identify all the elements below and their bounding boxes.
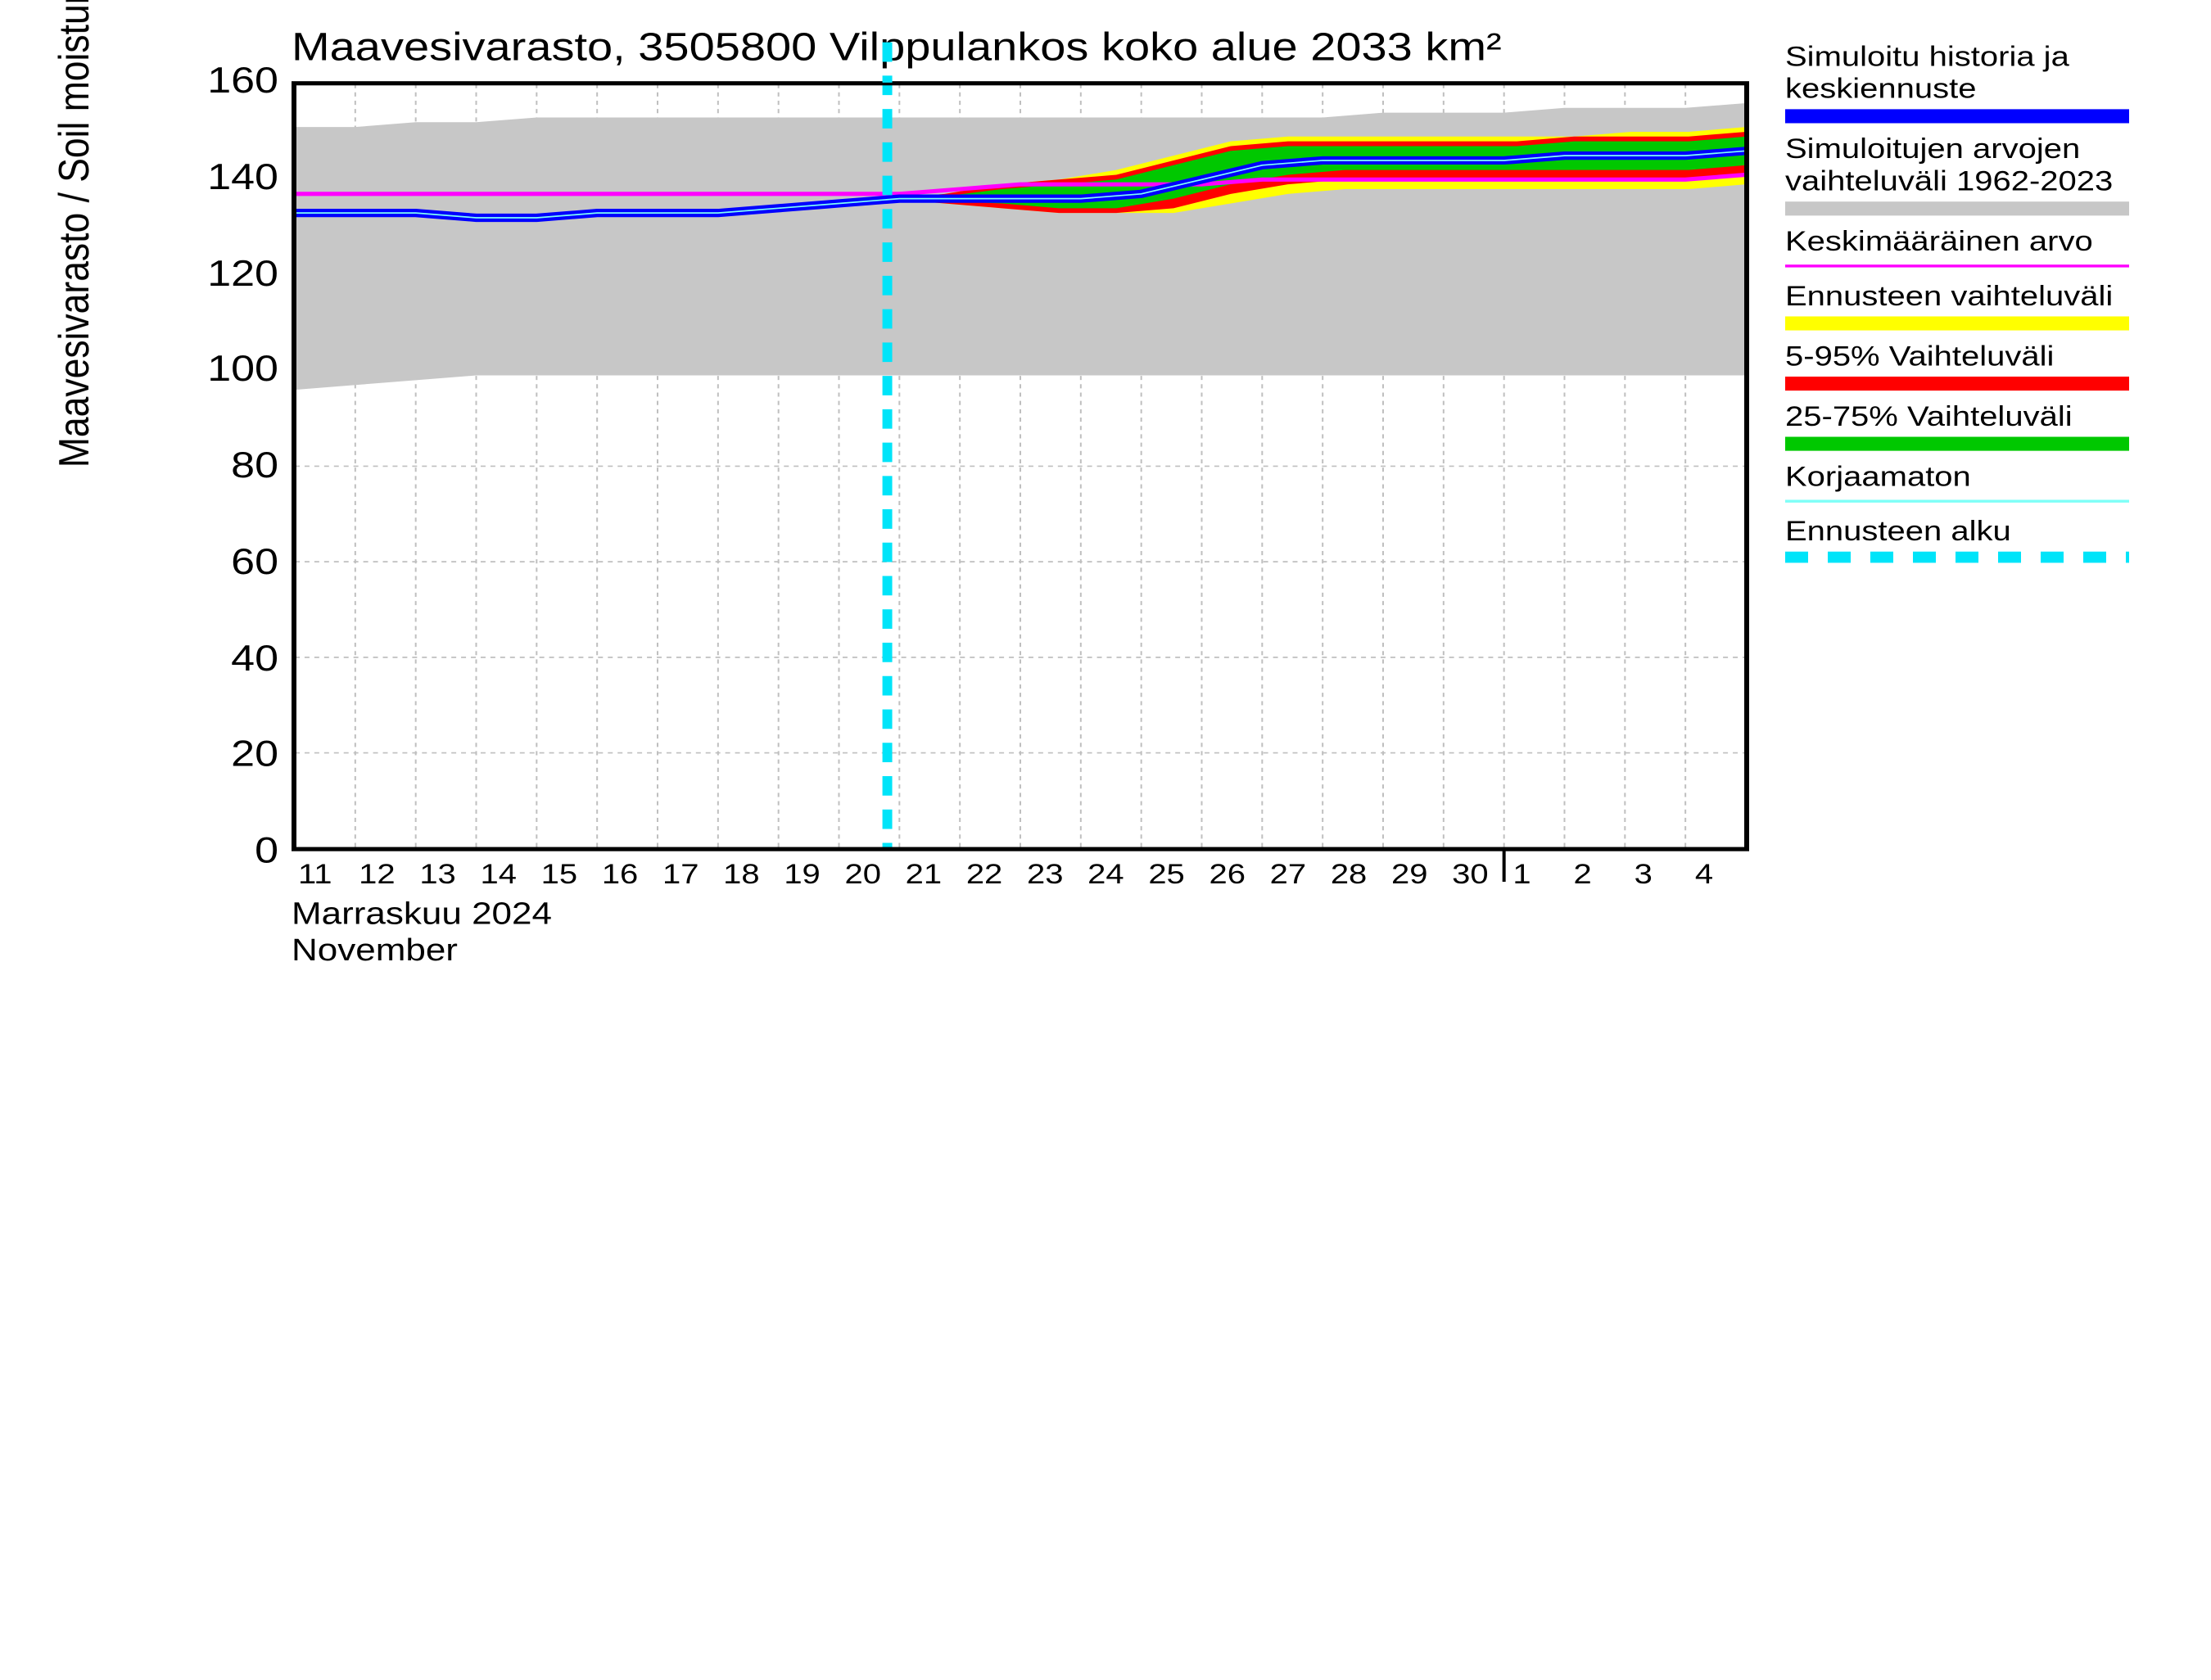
y-axis-label: Maavesivarasto / Soil moisture mm bbox=[49, 0, 100, 467]
legend-label: 25-75% Vaihteluväli bbox=[1785, 402, 2178, 434]
legend-item: Ennusteen vaihteluväli bbox=[1785, 282, 2178, 331]
legend-label: 5-95% Vaihteluväli bbox=[1785, 341, 2178, 373]
y-tick-label: 120 bbox=[207, 251, 278, 295]
legend-label: Simuloitu historia ja bbox=[1785, 42, 2178, 74]
x-tick-label: 30 bbox=[1452, 860, 1489, 892]
x-tick-label: 23 bbox=[1027, 860, 1064, 892]
legend-swatch bbox=[1785, 377, 2129, 391]
x-tick-label: 22 bbox=[966, 860, 1003, 892]
legend-item: Simuloitujen arvojenvaihteluväli 1962-20… bbox=[1785, 134, 2178, 215]
legend-label: Ennusteen vaihteluväli bbox=[1785, 282, 2178, 314]
x-tick-label: 15 bbox=[541, 860, 578, 892]
x-tick-label: 24 bbox=[1087, 860, 1124, 892]
legend-swatch bbox=[1785, 499, 2129, 502]
plot-area bbox=[292, 81, 1749, 851]
x-tick-label: 11 bbox=[298, 860, 332, 892]
y-tick-label: 0 bbox=[255, 829, 278, 872]
legend-label: vaihteluväli 1962-2023 bbox=[1785, 166, 2178, 198]
x-tick-label: 21 bbox=[906, 860, 943, 892]
x-tick-label: 27 bbox=[1270, 860, 1307, 892]
y-tick-label: 140 bbox=[207, 155, 278, 198]
x-tick-label: 16 bbox=[602, 860, 639, 892]
legend: Simuloitu historia jakeskiennusteSimuloi… bbox=[1785, 42, 2178, 574]
soil-moisture-chart: Maavesivarasto, 3505800 Vilppulankos kok… bbox=[0, 0, 2211, 1680]
legend-item: Korjaamaton bbox=[1785, 462, 2178, 503]
legend-item: Ennusteen alku bbox=[1785, 517, 2178, 562]
legend-item: Keskimääräinen arvo bbox=[1785, 227, 2178, 268]
legend-swatch bbox=[1785, 437, 2129, 451]
legend-swatch bbox=[1785, 316, 2129, 330]
x-month-label-fi: Marraskuu 2024 bbox=[292, 896, 552, 932]
x-tick-label: 28 bbox=[1331, 860, 1368, 892]
x-tick-label: 3 bbox=[1635, 860, 1653, 892]
y-tick-label: 100 bbox=[207, 348, 278, 391]
legend-label: Keskimääräinen arvo bbox=[1785, 227, 2178, 259]
legend-item: Simuloitu historia jakeskiennuste bbox=[1785, 42, 2178, 123]
legend-swatch bbox=[1785, 552, 2129, 563]
legend-item: 25-75% Vaihteluväli bbox=[1785, 402, 2178, 451]
y-tick-label: 40 bbox=[231, 636, 278, 680]
legend-swatch bbox=[1785, 109, 2129, 123]
x-tick-label: 12 bbox=[359, 860, 396, 892]
x-tick-label: 20 bbox=[845, 860, 882, 892]
legend-label: Ennusteen alku bbox=[1785, 517, 2178, 549]
y-tick-label: 20 bbox=[231, 733, 278, 776]
legend-swatch bbox=[1785, 264, 2129, 267]
y-tick-label: 80 bbox=[231, 444, 278, 487]
x-tick-label: 13 bbox=[419, 860, 456, 892]
x-tick-label: 26 bbox=[1209, 860, 1246, 892]
x-tick-label: 4 bbox=[1695, 860, 1713, 892]
x-tick-label: 29 bbox=[1391, 860, 1428, 892]
legend-label: Simuloitujen arvojen bbox=[1785, 134, 2178, 166]
legend-label: Korjaamaton bbox=[1785, 462, 2178, 494]
legend-item: 5-95% Vaihteluväli bbox=[1785, 341, 2178, 391]
legend-label: keskiennuste bbox=[1785, 75, 2178, 106]
x-tick-label: 17 bbox=[662, 860, 699, 892]
x-tick-label: 14 bbox=[481, 860, 518, 892]
chart-title: Maavesivarasto, 3505800 Vilppulankos kok… bbox=[292, 25, 1502, 70]
x-tick-label: 2 bbox=[1574, 860, 1592, 892]
x-tick-label: 1 bbox=[1512, 860, 1531, 892]
x-tick-label: 19 bbox=[784, 860, 821, 892]
x-tick-label: 25 bbox=[1148, 860, 1185, 892]
x-tick-label: 18 bbox=[723, 860, 760, 892]
legend-swatch bbox=[1785, 201, 2129, 215]
y-tick-label: 60 bbox=[231, 540, 278, 584]
x-month-label-en: November bbox=[292, 933, 458, 969]
y-tick-label: 160 bbox=[207, 59, 278, 102]
